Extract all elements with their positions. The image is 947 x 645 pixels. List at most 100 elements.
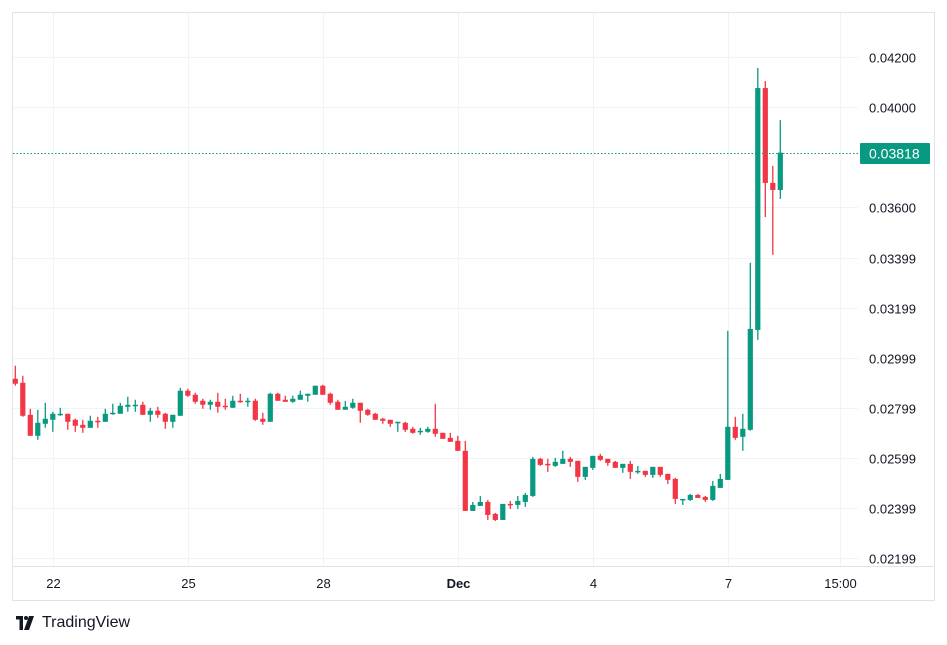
candle-up[interactable] xyxy=(477,495,483,506)
candle-up[interactable] xyxy=(297,390,303,400)
candle-down[interactable] xyxy=(27,408,33,436)
candle-down[interactable] xyxy=(215,392,221,413)
candle-down[interactable] xyxy=(455,435,461,451)
candle-up[interactable] xyxy=(50,411,56,432)
candle-down[interactable] xyxy=(275,392,281,401)
candle-up[interactable] xyxy=(230,395,236,408)
candle-up[interactable] xyxy=(57,407,63,416)
candle-up[interactable] xyxy=(635,465,641,474)
candle-down[interactable] xyxy=(657,466,663,477)
candle-up[interactable] xyxy=(620,463,626,473)
candle-up[interactable] xyxy=(687,493,693,501)
candle-up[interactable] xyxy=(42,402,48,428)
candle-down[interactable] xyxy=(447,432,453,442)
candle-down[interactable] xyxy=(372,412,378,420)
candle-up[interactable] xyxy=(717,473,723,488)
candle-up[interactable] xyxy=(470,501,476,511)
candle-up[interactable] xyxy=(350,398,356,409)
candle-down[interactable] xyxy=(387,419,393,427)
candle-down[interactable] xyxy=(95,416,101,428)
candle-down[interactable] xyxy=(282,395,288,402)
candle-up[interactable] xyxy=(35,409,41,440)
candle-up[interactable] xyxy=(395,421,401,432)
candle-down[interactable] xyxy=(507,500,513,509)
candle-down[interactable] xyxy=(612,460,618,468)
candle-up[interactable] xyxy=(590,455,596,470)
candle-down[interactable] xyxy=(327,392,333,405)
candle-down[interactable] xyxy=(432,403,438,437)
candle-up[interactable] xyxy=(305,393,311,402)
candle-down[interactable] xyxy=(192,392,198,404)
price-axis[interactable]: 0.04200 0.04000 0.03600 0.03399 0.03199 0.029… xyxy=(869,51,916,567)
candle-down[interactable] xyxy=(605,458,611,466)
candle-down[interactable] xyxy=(732,416,738,440)
candle-up[interactable] xyxy=(417,427,423,435)
candle-up[interactable] xyxy=(560,450,566,464)
candle-down[interactable] xyxy=(260,412,266,425)
candle-up[interactable] xyxy=(552,457,558,467)
candle-down[interactable] xyxy=(597,453,603,461)
candle-down[interactable] xyxy=(627,460,633,479)
candle-down[interactable] xyxy=(335,399,341,410)
candle-down[interactable] xyxy=(440,432,446,439)
candle-up[interactable] xyxy=(125,396,131,412)
candle-up[interactable] xyxy=(680,498,686,505)
candle-down[interactable] xyxy=(380,417,386,424)
candle-up[interactable] xyxy=(582,466,588,480)
candle-up[interactable] xyxy=(522,492,528,507)
candle-up[interactable] xyxy=(777,120,783,199)
candle-up[interactable] xyxy=(312,385,318,395)
candle-up[interactable] xyxy=(747,262,753,431)
candle-up[interactable] xyxy=(87,415,93,428)
candle-up[interactable] xyxy=(530,456,536,497)
candle-up[interactable] xyxy=(245,397,251,407)
candle-down[interactable] xyxy=(545,458,551,472)
candle-down[interactable] xyxy=(12,365,18,386)
candle-up[interactable] xyxy=(650,466,656,478)
candle-down[interactable] xyxy=(222,398,228,410)
candle-down[interactable] xyxy=(252,398,258,421)
candle-down[interactable] xyxy=(20,375,26,417)
candle-up[interactable] xyxy=(740,413,746,451)
candle-up[interactable] xyxy=(207,399,213,410)
candle-up[interactable] xyxy=(177,387,183,416)
candle-up[interactable] xyxy=(342,400,348,410)
candle-down[interactable] xyxy=(402,421,408,432)
candle-down[interactable] xyxy=(237,393,243,403)
candle-up[interactable] xyxy=(102,408,108,422)
candle-up[interactable] xyxy=(132,399,138,412)
tradingview-logo[interactable]: TradingView xyxy=(13,614,130,632)
candle-up[interactable] xyxy=(500,503,506,520)
candle-down[interactable] xyxy=(672,477,678,504)
candle-down[interactable] xyxy=(365,408,371,416)
candle-up[interactable] xyxy=(117,402,123,414)
candle-down[interactable] xyxy=(72,418,78,432)
candle-down[interactable] xyxy=(485,499,491,520)
candle-down[interactable] xyxy=(462,440,468,511)
candle-up[interactable] xyxy=(170,414,176,428)
candle-up[interactable] xyxy=(425,426,431,433)
candle-down[interactable] xyxy=(155,406,161,418)
candle-down[interactable] xyxy=(642,470,648,477)
time-axis[interactable]: 22 25 28 Dec 4 7 15:00 xyxy=(46,576,857,591)
candle-down[interactable] xyxy=(410,426,416,434)
candle-down[interactable] xyxy=(575,460,581,482)
candle-up[interactable] xyxy=(110,403,116,415)
candle-down[interactable] xyxy=(762,81,768,217)
candle-down[interactable] xyxy=(140,401,146,415)
candle-down[interactable] xyxy=(320,384,326,395)
candle-down[interactable] xyxy=(80,419,86,433)
candle-down[interactable] xyxy=(567,456,573,467)
candle-up[interactable] xyxy=(515,495,521,509)
candle-down[interactable] xyxy=(695,493,701,498)
candle-down[interactable] xyxy=(200,398,206,409)
candle-down[interactable] xyxy=(537,457,543,466)
candle-down[interactable] xyxy=(492,512,498,521)
candle-down[interactable] xyxy=(665,473,671,484)
candle-up[interactable] xyxy=(147,407,153,422)
candle-up[interactable] xyxy=(725,330,731,480)
candle-up[interactable] xyxy=(755,68,761,340)
candle-down[interactable] xyxy=(185,388,191,397)
candle-up[interactable] xyxy=(710,480,716,501)
